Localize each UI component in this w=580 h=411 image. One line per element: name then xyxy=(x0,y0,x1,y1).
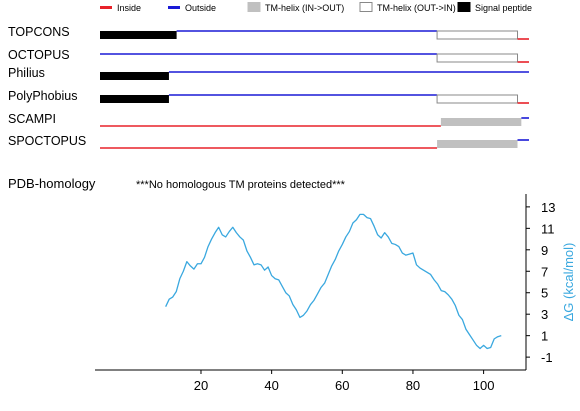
legend-swatch xyxy=(100,6,112,9)
pdb-homology-label: PDB-homology xyxy=(8,176,96,191)
track-segment-tm-out-in xyxy=(436,94,519,104)
x-tick-label: 20 xyxy=(194,378,208,393)
legend-label: Outside xyxy=(185,3,216,13)
x-tick-label: 60 xyxy=(335,378,349,393)
y-tick-label: 7 xyxy=(541,264,548,279)
track-label: SPOCTOPUS xyxy=(8,134,86,148)
track-segment-signal xyxy=(100,95,169,103)
track-segment-tm-out-in xyxy=(436,30,519,40)
track-topcons: TOPCONS xyxy=(8,25,529,40)
y-tick-label: 1 xyxy=(541,329,548,344)
legend-label: Signal peptide xyxy=(475,3,532,13)
track-segment-tm-in-out xyxy=(437,140,518,148)
track-scampi: SCAMPI xyxy=(8,112,529,127)
y-tick-label: 9 xyxy=(541,243,548,258)
legend-swatch xyxy=(247,2,261,12)
y-tick-label: 13 xyxy=(541,200,555,215)
track-philius: Philius xyxy=(8,66,529,80)
track-segment-signal xyxy=(100,31,177,39)
track-spoctopus: SPOCTOPUS xyxy=(8,134,529,149)
track-segment-tm-out-in xyxy=(436,53,519,63)
legend-label: TM-helix (IN->OUT) xyxy=(265,3,344,13)
topology-tracks: TOPCONS OCTOPUS Philius PolyPhobius SCAMPI SP… xyxy=(8,25,529,149)
legend-item-0: Inside xyxy=(100,3,141,13)
pdb-homology-row: PDB-homology ***No homologous TM protein… xyxy=(8,176,346,191)
y-axis-label: ΔG (kcal/mol) xyxy=(561,243,576,322)
legend-item-1: Outside xyxy=(168,3,216,13)
y-tick-label: -1 xyxy=(541,350,553,365)
y-tick-label: 11 xyxy=(541,221,555,236)
legend-swatch xyxy=(168,6,180,9)
legend-item-3: TM-helix (OUT->IN) xyxy=(359,2,456,13)
x-tick-label: 40 xyxy=(264,378,278,393)
legend-label: TM-helix (OUT->IN) xyxy=(377,3,456,13)
track-segment-tm-in-out xyxy=(440,118,522,126)
track-polyphobius: PolyPhobius xyxy=(8,89,529,104)
track-segment-signal xyxy=(100,72,169,80)
legend-label: Inside xyxy=(117,3,141,13)
track-label: SCAMPI xyxy=(8,112,56,126)
legend-item-4: Signal peptide xyxy=(457,2,532,13)
legend-swatch xyxy=(457,2,471,12)
track-octopus: OCTOPUS xyxy=(8,48,529,63)
x-tick-label: 80 xyxy=(406,378,420,393)
legend-swatch xyxy=(359,2,373,12)
legend-item-2: TM-helix (IN->OUT) xyxy=(247,2,344,13)
track-label: OCTOPUS xyxy=(8,48,70,62)
y-tick-label: 5 xyxy=(541,286,548,301)
delta-g-series-line xyxy=(165,213,502,350)
x-tick-label: 100 xyxy=(473,378,495,393)
track-label: Philius xyxy=(8,66,45,80)
y-tick-label: 3 xyxy=(541,307,548,322)
track-label: TOPCONS xyxy=(8,25,70,39)
track-label: PolyPhobius xyxy=(8,89,78,103)
legend: Inside Outside TM-helix (IN->OUT) TM-helix … xyxy=(100,2,532,13)
pdb-homology-message: ***No homologous TM proteins detected*** xyxy=(136,179,346,191)
